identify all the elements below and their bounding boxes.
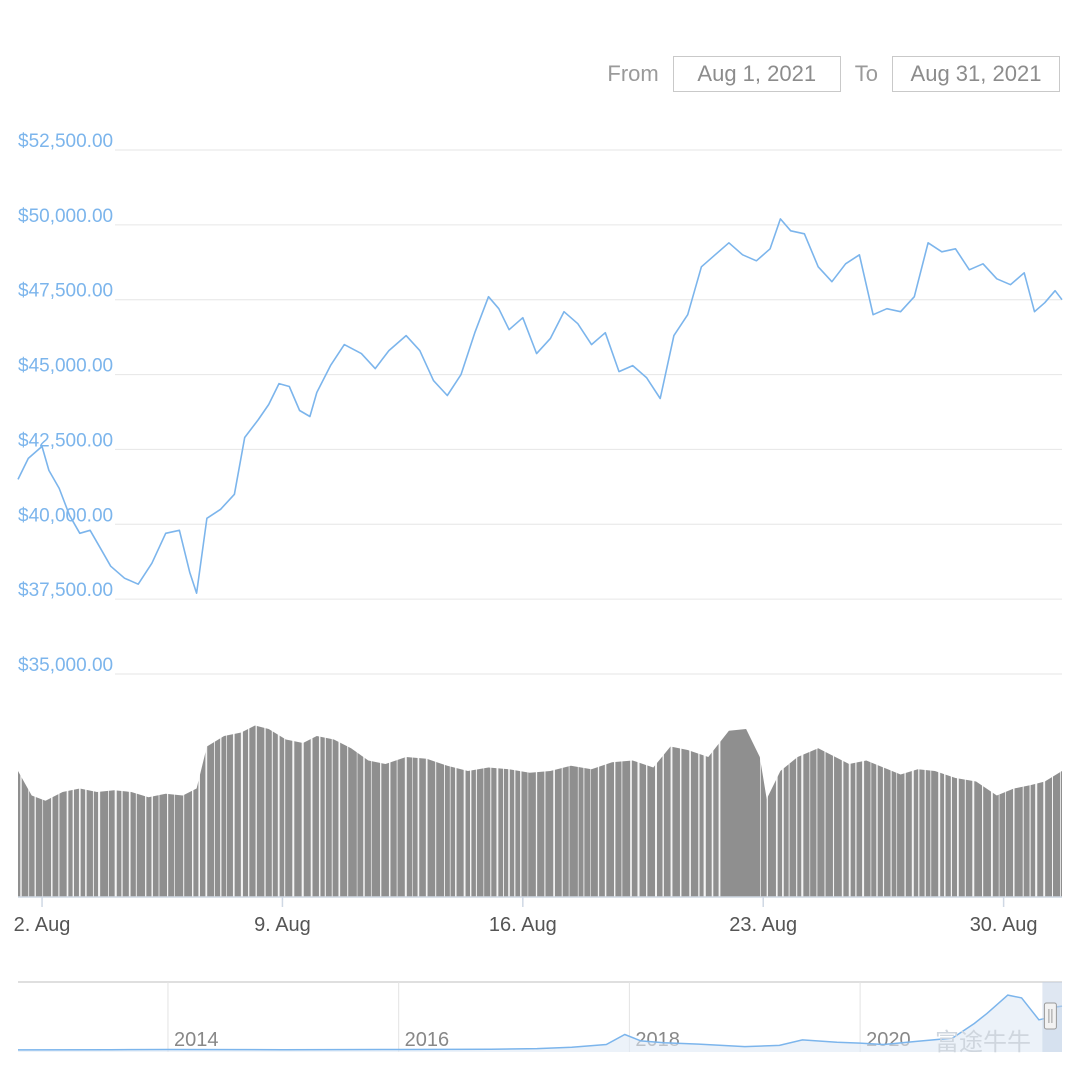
price-line bbox=[17, 218, 1063, 595]
navigator[interactable]: 2014 2016 2018 2020 bbox=[17, 981, 1063, 1052]
grid-lines bbox=[115, 149, 1062, 675]
y-tick-label: $47,500.00 bbox=[18, 281, 113, 302]
x-tick-label: 2. Aug bbox=[14, 914, 71, 936]
watermark-text: 富途牛牛 bbox=[935, 1029, 1031, 1056]
x-tick-label: 9. Aug bbox=[254, 914, 311, 936]
to-label: To bbox=[854, 61, 878, 86]
y-tick-label: $35,000.00 bbox=[18, 655, 113, 676]
x-tick-label: 16. Aug bbox=[489, 914, 557, 936]
x-tick-label: 23. Aug bbox=[729, 914, 797, 936]
y-axis-labels: $52,500.00 $50,000.00 $47,500.00 $45,000.00… bbox=[18, 131, 113, 676]
from-date-input[interactable]: Aug 1, 2021 bbox=[672, 56, 841, 92]
y-tick-label: $45,000.00 bbox=[18, 356, 113, 377]
date-range-selector: From Aug 1, 2021 To Aug 31, 2021 bbox=[603, 55, 1060, 93]
navigator-handle[interactable] bbox=[1043, 1002, 1057, 1030]
y-tick-label: $50,000.00 bbox=[18, 206, 113, 227]
navigator-line bbox=[17, 994, 1063, 1051]
y-tick-label: $52,500.00 bbox=[18, 131, 113, 152]
price-series bbox=[17, 218, 1063, 595]
x-tick-label: 30. Aug bbox=[970, 914, 1038, 936]
to-date-input[interactable]: Aug 31, 2021 bbox=[892, 56, 1060, 92]
navigator-area bbox=[18, 995, 1062, 1052]
navigator-tick-label: 2014 bbox=[174, 1029, 219, 1051]
from-label: From bbox=[607, 61, 659, 86]
y-tick-label: $42,500.00 bbox=[18, 430, 113, 451]
navigator-tick-label: 2016 bbox=[405, 1029, 450, 1051]
y-tick-label: $40,000.00 bbox=[18, 505, 113, 526]
y-tick-label: $37,500.00 bbox=[18, 580, 113, 601]
volume-series bbox=[18, 682, 1062, 897]
x-axis: 2. Aug 9. Aug 16. Aug 23. Aug 30. Aug bbox=[14, 896, 1062, 936]
